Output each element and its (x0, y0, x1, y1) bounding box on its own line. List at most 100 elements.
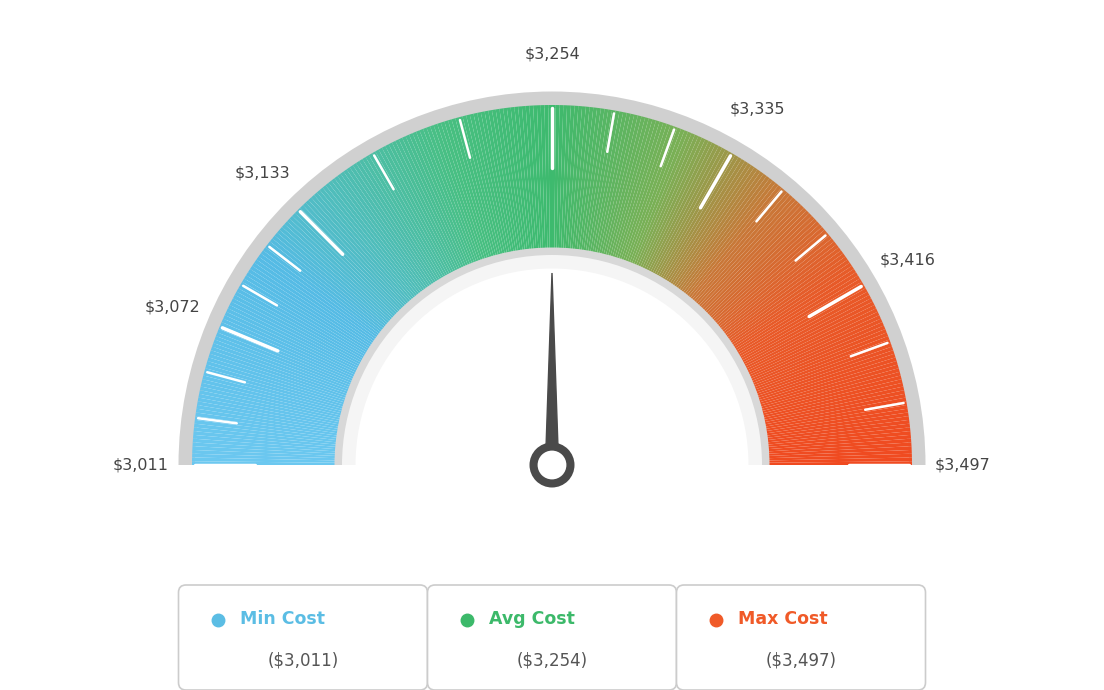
Wedge shape (746, 308, 878, 373)
Wedge shape (677, 172, 764, 290)
Wedge shape (343, 169, 428, 289)
Wedge shape (561, 106, 571, 249)
Wedge shape (751, 326, 885, 384)
Wedge shape (195, 408, 339, 433)
Wedge shape (379, 148, 450, 276)
Wedge shape (199, 394, 340, 424)
Wedge shape (760, 368, 900, 409)
Wedge shape (511, 107, 530, 250)
Wedge shape (533, 106, 543, 249)
Wedge shape (679, 174, 766, 292)
Wedge shape (306, 200, 406, 308)
Wedge shape (599, 114, 634, 255)
Text: ($3,011): ($3,011) (267, 651, 339, 669)
Wedge shape (192, 457, 336, 463)
Wedge shape (209, 354, 347, 400)
Wedge shape (761, 372, 901, 411)
Wedge shape (737, 282, 863, 357)
Wedge shape (355, 161, 436, 284)
Wedge shape (716, 233, 829, 327)
Wedge shape (565, 106, 578, 250)
Wedge shape (331, 178, 422, 295)
Wedge shape (556, 105, 563, 249)
Wedge shape (342, 255, 762, 465)
Wedge shape (751, 322, 884, 382)
Wedge shape (623, 125, 673, 262)
Wedge shape (434, 124, 484, 261)
Wedge shape (202, 379, 342, 415)
Wedge shape (413, 132, 470, 266)
Wedge shape (582, 108, 605, 251)
Text: ($3,254): ($3,254) (517, 651, 587, 669)
Wedge shape (202, 375, 342, 413)
Wedge shape (314, 193, 411, 303)
Wedge shape (726, 253, 846, 340)
Wedge shape (230, 302, 360, 369)
Wedge shape (732, 266, 853, 347)
Wedge shape (474, 113, 507, 254)
Wedge shape (261, 250, 379, 338)
Wedge shape (197, 405, 339, 431)
Wedge shape (225, 312, 357, 375)
Wedge shape (214, 336, 350, 390)
Wedge shape (206, 361, 346, 405)
Wedge shape (193, 439, 337, 451)
Wedge shape (766, 416, 910, 438)
Wedge shape (740, 288, 868, 361)
Wedge shape (248, 269, 371, 349)
Wedge shape (222, 319, 354, 380)
Wedge shape (211, 346, 348, 396)
Wedge shape (756, 350, 894, 398)
Wedge shape (477, 112, 509, 254)
Wedge shape (604, 115, 641, 256)
Wedge shape (766, 420, 910, 440)
Wedge shape (399, 138, 463, 270)
Wedge shape (765, 408, 909, 433)
Wedge shape (219, 326, 353, 384)
Wedge shape (326, 183, 417, 297)
Wedge shape (195, 413, 338, 435)
Wedge shape (263, 247, 380, 336)
Wedge shape (537, 105, 545, 249)
Wedge shape (362, 157, 440, 282)
Wedge shape (300, 205, 403, 310)
Wedge shape (690, 188, 784, 300)
Wedge shape (382, 146, 452, 275)
Wedge shape (758, 361, 898, 405)
Wedge shape (754, 336, 890, 390)
Wedge shape (293, 213, 397, 315)
Wedge shape (194, 416, 338, 438)
Text: Min Cost: Min Cost (240, 611, 325, 629)
Wedge shape (567, 106, 582, 250)
Wedge shape (703, 208, 807, 313)
Text: $3,335: $3,335 (730, 101, 785, 117)
Wedge shape (580, 108, 601, 251)
Wedge shape (265, 244, 381, 335)
Wedge shape (764, 394, 905, 424)
Wedge shape (365, 155, 442, 280)
Wedge shape (541, 105, 548, 249)
Wedge shape (302, 203, 404, 309)
Wedge shape (389, 143, 456, 273)
Wedge shape (658, 151, 732, 278)
FancyBboxPatch shape (179, 585, 427, 690)
Text: Avg Cost: Avg Cost (489, 611, 575, 629)
Wedge shape (730, 259, 850, 344)
Wedge shape (638, 135, 699, 268)
Wedge shape (499, 108, 522, 251)
Wedge shape (244, 275, 369, 353)
Wedge shape (765, 405, 907, 431)
Wedge shape (733, 269, 856, 349)
Wedge shape (749, 315, 881, 377)
Wedge shape (416, 130, 473, 265)
Wedge shape (758, 357, 896, 402)
Wedge shape (192, 442, 337, 454)
Text: $3,254: $3,254 (524, 46, 580, 61)
Wedge shape (764, 397, 906, 426)
Wedge shape (452, 118, 493, 257)
Text: $3,133: $3,133 (234, 166, 290, 181)
Wedge shape (719, 235, 831, 329)
Wedge shape (736, 279, 862, 355)
Wedge shape (437, 123, 486, 260)
Circle shape (530, 442, 574, 488)
